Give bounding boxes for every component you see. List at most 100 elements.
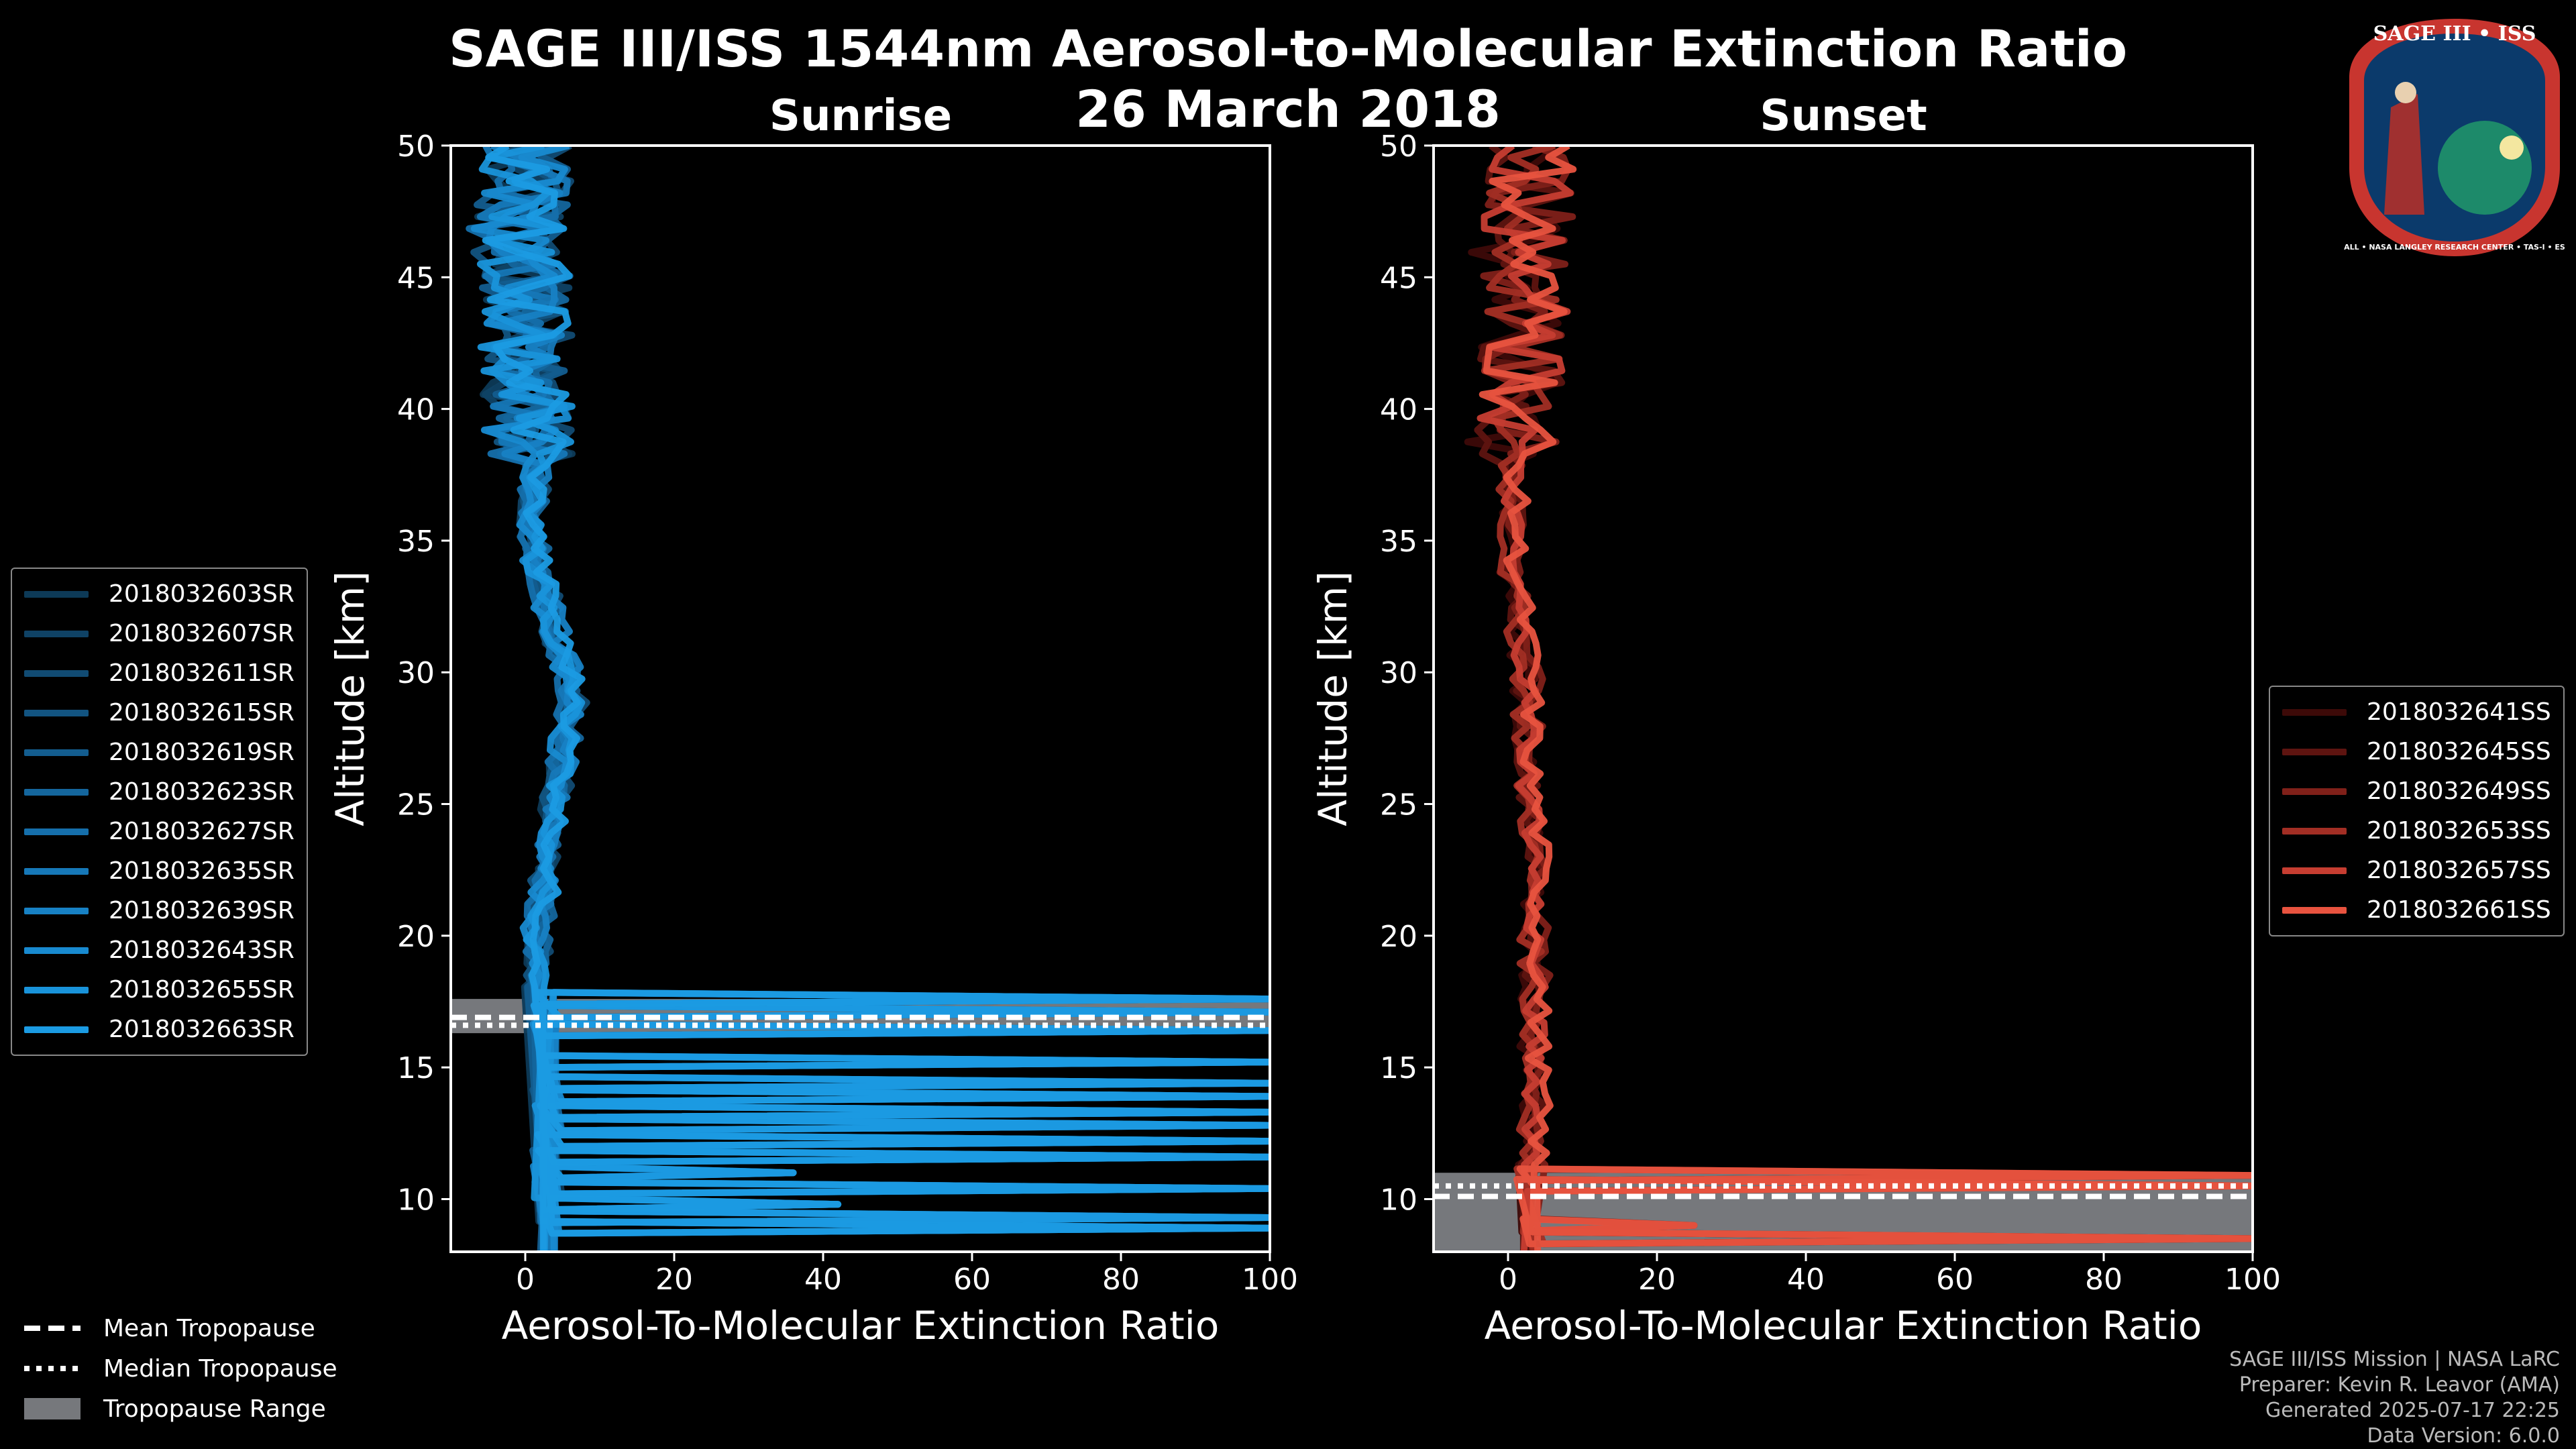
legend-label: 2018032611SR (109, 659, 294, 687)
series-line-2018032653SS (1481, 146, 2253, 1252)
credits: SAGE III/ISS Mission | NASA LaRC Prepare… (2229, 1347, 2560, 1449)
dotted-line-icon (24, 1366, 80, 1371)
legend-swatch (2282, 748, 2347, 755)
x-tick-label: 60 (1936, 1263, 1974, 1297)
series-line-2018032645SS (1474, 146, 2253, 1252)
legend-median-tropopause: Median Tropopause (24, 1348, 337, 1389)
legend-entry: 2018032611SR (24, 653, 294, 693)
legend-swatch (24, 630, 89, 637)
legend-swatch (24, 907, 89, 914)
y-tick-label: 10 (1380, 1183, 1417, 1217)
legend-entry: 2018032619SR (24, 733, 294, 772)
x-tick-label: 40 (1787, 1263, 1825, 1297)
y-tick-label: 35 (397, 525, 435, 559)
legend-label: 2018032645SS (2367, 738, 2551, 765)
legend-label: 2018032603SR (109, 580, 294, 608)
legend-swatch (24, 947, 89, 954)
x-tick-label: 20 (1638, 1263, 1676, 1297)
legend-swatch (2282, 708, 2347, 716)
legend-label: 2018032655SR (109, 976, 294, 1004)
legend-entry: 2018032603SR (24, 574, 294, 614)
legend-entry: 2018032607SR (24, 614, 294, 653)
y-tick-label: 15 (397, 1051, 435, 1085)
legend-mean-tropopause: Mean Tropopause (24, 1308, 337, 1348)
figure-head-icon (2395, 82, 2416, 103)
credits-preparer: Preparer: Kevin R. Leavor (AMA) (2239, 1373, 2560, 1397)
tropopause-legend: Mean Tropopause Median Tropopause Tropop… (24, 1308, 337, 1429)
legend-mean-label: Mean Tropopause (103, 1314, 315, 1342)
legend-entry: 2018032639SR (24, 891, 294, 930)
legend-tropopause-range: Tropopause Range (24, 1389, 337, 1429)
y-tick-label: 35 (1380, 525, 1417, 559)
legend-label: 2018032657SS (2367, 857, 2551, 884)
legend-label: 2018032661SS (2367, 896, 2551, 924)
legend-swatch (24, 788, 89, 796)
legend-label: 2018032619SR (109, 739, 294, 766)
y-tick-label: 40 (397, 393, 435, 427)
legend-label: 2018032623SR (109, 778, 294, 806)
x-tick-label: 80 (2085, 1263, 2123, 1297)
sunrise-legend: 2018032603SR 2018032607SR 2018032611SR 2018… (11, 568, 308, 1056)
y-tick-label: 25 (397, 788, 435, 822)
legend-entry: 2018032653SS (2282, 811, 2551, 851)
y-tick-label: 10 (397, 1183, 435, 1217)
legend-swatch (24, 828, 89, 835)
y-tick-label: 50 (397, 129, 435, 164)
legend-swatch (24, 986, 89, 994)
x-tick-label: 80 (1102, 1263, 1140, 1297)
x-tick-label: 60 (953, 1263, 991, 1297)
legend-swatch (24, 1026, 89, 1033)
x-tick-label: 0 (1499, 1263, 1517, 1297)
legend-entry: 2018032641SS (2282, 692, 2551, 732)
legend-label: 2018032635SR (109, 857, 294, 885)
legend-label: 2018032607SR (109, 620, 294, 647)
y-tick-label: 30 (397, 656, 435, 690)
legend-swatch (2282, 827, 2347, 835)
legend-swatch (24, 669, 89, 677)
legend-entry: 2018032623SR (24, 772, 294, 812)
x-axis-label: Aerosol-To-Molecular Extinction Ratio (1485, 1303, 2202, 1348)
logo-ring-text: BALL • NASA LANGLEY RESEARCH CENTER • TA… (2344, 243, 2565, 252)
figure-robe-icon (2384, 94, 2424, 215)
legend-label: 2018032641SS (2367, 698, 2551, 726)
dashed-line-icon (24, 1326, 80, 1331)
plot-area-sunrise (451, 146, 1270, 1252)
legend-swatch (24, 749, 89, 756)
y-tick-label: 40 (1380, 393, 1417, 427)
legend-entry: 2018032649SS (2282, 771, 2551, 811)
axes-frame (449, 144, 1271, 1253)
legend-entry: 2018032655SR (24, 970, 294, 1010)
legend-label: 2018032649SS (2367, 777, 2551, 805)
legend-swatch (24, 590, 89, 598)
legend-range-label: Tropopause Range (103, 1395, 326, 1423)
x-tick-label: 20 (655, 1263, 693, 1297)
legend-entry: 2018032661SS (2282, 890, 2551, 930)
legend-entry: 2018032627SR (24, 812, 294, 851)
legend-median-label: Median Tropopause (103, 1354, 337, 1383)
legend-swatch (24, 709, 89, 716)
y-tick-label: 50 (1380, 129, 1417, 164)
legend-swatch (24, 867, 89, 875)
y-tick-label: 20 (1380, 920, 1417, 954)
legend-swatch (2282, 906, 2347, 914)
panel-sunset: 0 20 40 60 80 100 10 15 20 25 30 35 40 45 50 Aerosol-To… (1310, 129, 2281, 1348)
earth-icon (2438, 121, 2532, 215)
y-tick-label: 45 (1380, 261, 1417, 295)
x-tick-label: 0 (516, 1263, 535, 1297)
legend-label: 2018032643SR (109, 936, 294, 964)
sage-mission-logo: SAGE III • ISS BALL • NASA LANGLEY RESEA… (2344, 19, 2565, 256)
y-tick-label: 30 (1380, 656, 1417, 690)
credits-generated: Generated 2025-07-17 22:25 (2265, 1399, 2560, 1422)
y-axis-label: Altitude [km] (327, 571, 373, 826)
series-line-2018032661SS (1479, 146, 2253, 1252)
logo-text: SAGE III • ISS (2373, 22, 2536, 46)
x-tick-label: 100 (2224, 1263, 2281, 1297)
legend-label: 2018032663SR (109, 1016, 294, 1043)
axes-frame (1432, 144, 2254, 1253)
range-swatch-icon (24, 1398, 80, 1419)
x-tick-label: 100 (1242, 1263, 1298, 1297)
legend-label: 2018032627SR (109, 818, 294, 845)
legend-entry: 2018032663SR (24, 1010, 294, 1049)
legend-entry: 2018032635SR (24, 851, 294, 891)
